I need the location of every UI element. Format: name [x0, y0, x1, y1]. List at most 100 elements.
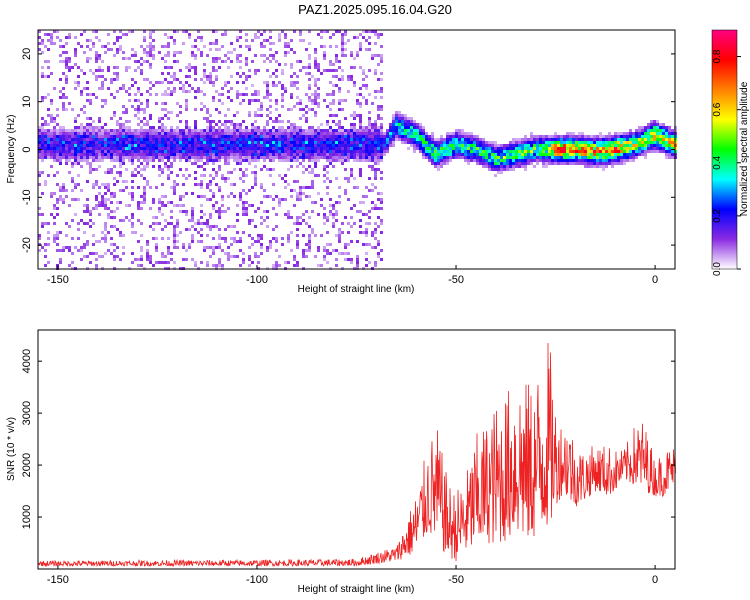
heatmap-cell — [110, 117, 113, 120]
heatmap-cell — [131, 216, 134, 219]
heatmap-cell — [377, 90, 380, 93]
heatmap-cell — [608, 132, 611, 135]
heatmap-cell — [224, 159, 227, 162]
heatmap-cell — [38, 141, 41, 144]
heatmap-cell — [317, 144, 320, 147]
heatmap-cell — [113, 243, 116, 246]
heatmap-cell — [161, 150, 164, 153]
heatmap-cell — [98, 204, 101, 207]
heatmap-cell — [494, 162, 497, 165]
heatmap-cell — [254, 54, 257, 57]
heatmap-cell — [170, 66, 173, 69]
heatmap-cell — [50, 165, 53, 168]
heatmap-cell — [44, 138, 47, 141]
heatmap-cell — [269, 54, 272, 57]
heatmap-cell — [146, 150, 149, 153]
heatmap-cell — [341, 147, 344, 150]
heatmap-cell — [587, 144, 590, 147]
heatmap-cell — [260, 135, 263, 138]
heatmap-cell — [86, 240, 89, 243]
heatmap-cell — [407, 147, 410, 150]
heatmap-cell — [122, 246, 125, 249]
heatmap-cell — [380, 108, 383, 111]
heatmap-cell — [314, 159, 317, 162]
heatmap-cell — [296, 246, 299, 249]
heatmap-cell — [341, 69, 344, 72]
heatmap-cell — [65, 66, 68, 69]
heatmap-cell — [170, 150, 173, 153]
heatmap-cell — [95, 252, 98, 255]
heatmap-cell — [41, 225, 44, 228]
heatmap-cell — [311, 153, 314, 156]
heatmap-cell — [212, 120, 215, 123]
heatmap-cell — [227, 258, 230, 261]
heatmap-cell — [332, 165, 335, 168]
heatmap-cell — [215, 39, 218, 42]
heatmap-cell — [596, 144, 599, 147]
heatmap-cell — [671, 144, 674, 147]
heatmap-cell — [365, 231, 368, 234]
heatmap-cell — [239, 144, 242, 147]
heatmap-cell — [308, 54, 311, 57]
heatmap-cell — [617, 156, 620, 159]
heatmap-cell — [140, 255, 143, 258]
heatmap-cell — [335, 138, 338, 141]
heatmap-cell — [248, 141, 251, 144]
heatmap-cell — [341, 108, 344, 111]
heatmap-cell — [140, 195, 143, 198]
heatmap-cell — [359, 210, 362, 213]
heatmap-cell — [299, 129, 302, 132]
heatmap-cell — [344, 153, 347, 156]
heatmap-cell — [302, 192, 305, 195]
heatmap-cell — [296, 87, 299, 90]
heatmap-cell — [89, 93, 92, 96]
heatmap-cell — [167, 81, 170, 84]
heatmap-cell — [86, 180, 89, 183]
heatmap-cell — [188, 36, 191, 39]
heatmap-cell — [119, 36, 122, 39]
heatmap-cell — [374, 147, 377, 150]
heatmap-cell — [107, 66, 110, 69]
colorbar-tick-label: 0.2 — [712, 209, 723, 223]
heatmap-cell — [158, 174, 161, 177]
heatmap-cell — [104, 201, 107, 204]
heatmap-cell — [125, 144, 128, 147]
heatmap-cell — [236, 132, 239, 135]
heatmap-cell — [500, 150, 503, 153]
heatmap-cell — [485, 153, 488, 156]
heatmap-cell — [68, 141, 71, 144]
heatmap-cell — [38, 30, 41, 33]
heatmap-cell — [581, 150, 584, 153]
heatmap-cell — [440, 138, 443, 141]
heatmap-cell — [182, 147, 185, 150]
heatmap-cell — [209, 225, 212, 228]
heatmap-cell — [230, 144, 233, 147]
heatmap-cell — [236, 81, 239, 84]
heatmap-cell — [128, 219, 131, 222]
heatmap-cell — [119, 141, 122, 144]
heatmap-cell — [296, 228, 299, 231]
heatmap-cell — [656, 135, 659, 138]
heatmap-cell — [167, 45, 170, 48]
heatmap-cell — [257, 261, 260, 264]
heatmap-cell — [293, 189, 296, 192]
heatmap-cell — [668, 129, 671, 132]
heatmap-cell — [560, 141, 563, 144]
heatmap-cell — [374, 162, 377, 165]
heatmap-cell — [215, 48, 218, 51]
heatmap-cell — [350, 66, 353, 69]
heatmap-cell — [44, 129, 47, 132]
heatmap-cell — [419, 138, 422, 141]
heatmap-cell — [164, 60, 167, 63]
heatmap-cell — [209, 123, 212, 126]
heatmap-cell — [206, 135, 209, 138]
heatmap-cell — [101, 195, 104, 198]
heatmap-cell — [314, 48, 317, 51]
heatmap-cell — [605, 141, 608, 144]
heatmap-cell — [74, 246, 77, 249]
heatmap-cell — [260, 141, 263, 144]
heatmap-cell — [236, 126, 239, 129]
heatmap-cell — [494, 174, 497, 177]
heatmap-cell — [83, 147, 86, 150]
heatmap-cell — [239, 177, 242, 180]
